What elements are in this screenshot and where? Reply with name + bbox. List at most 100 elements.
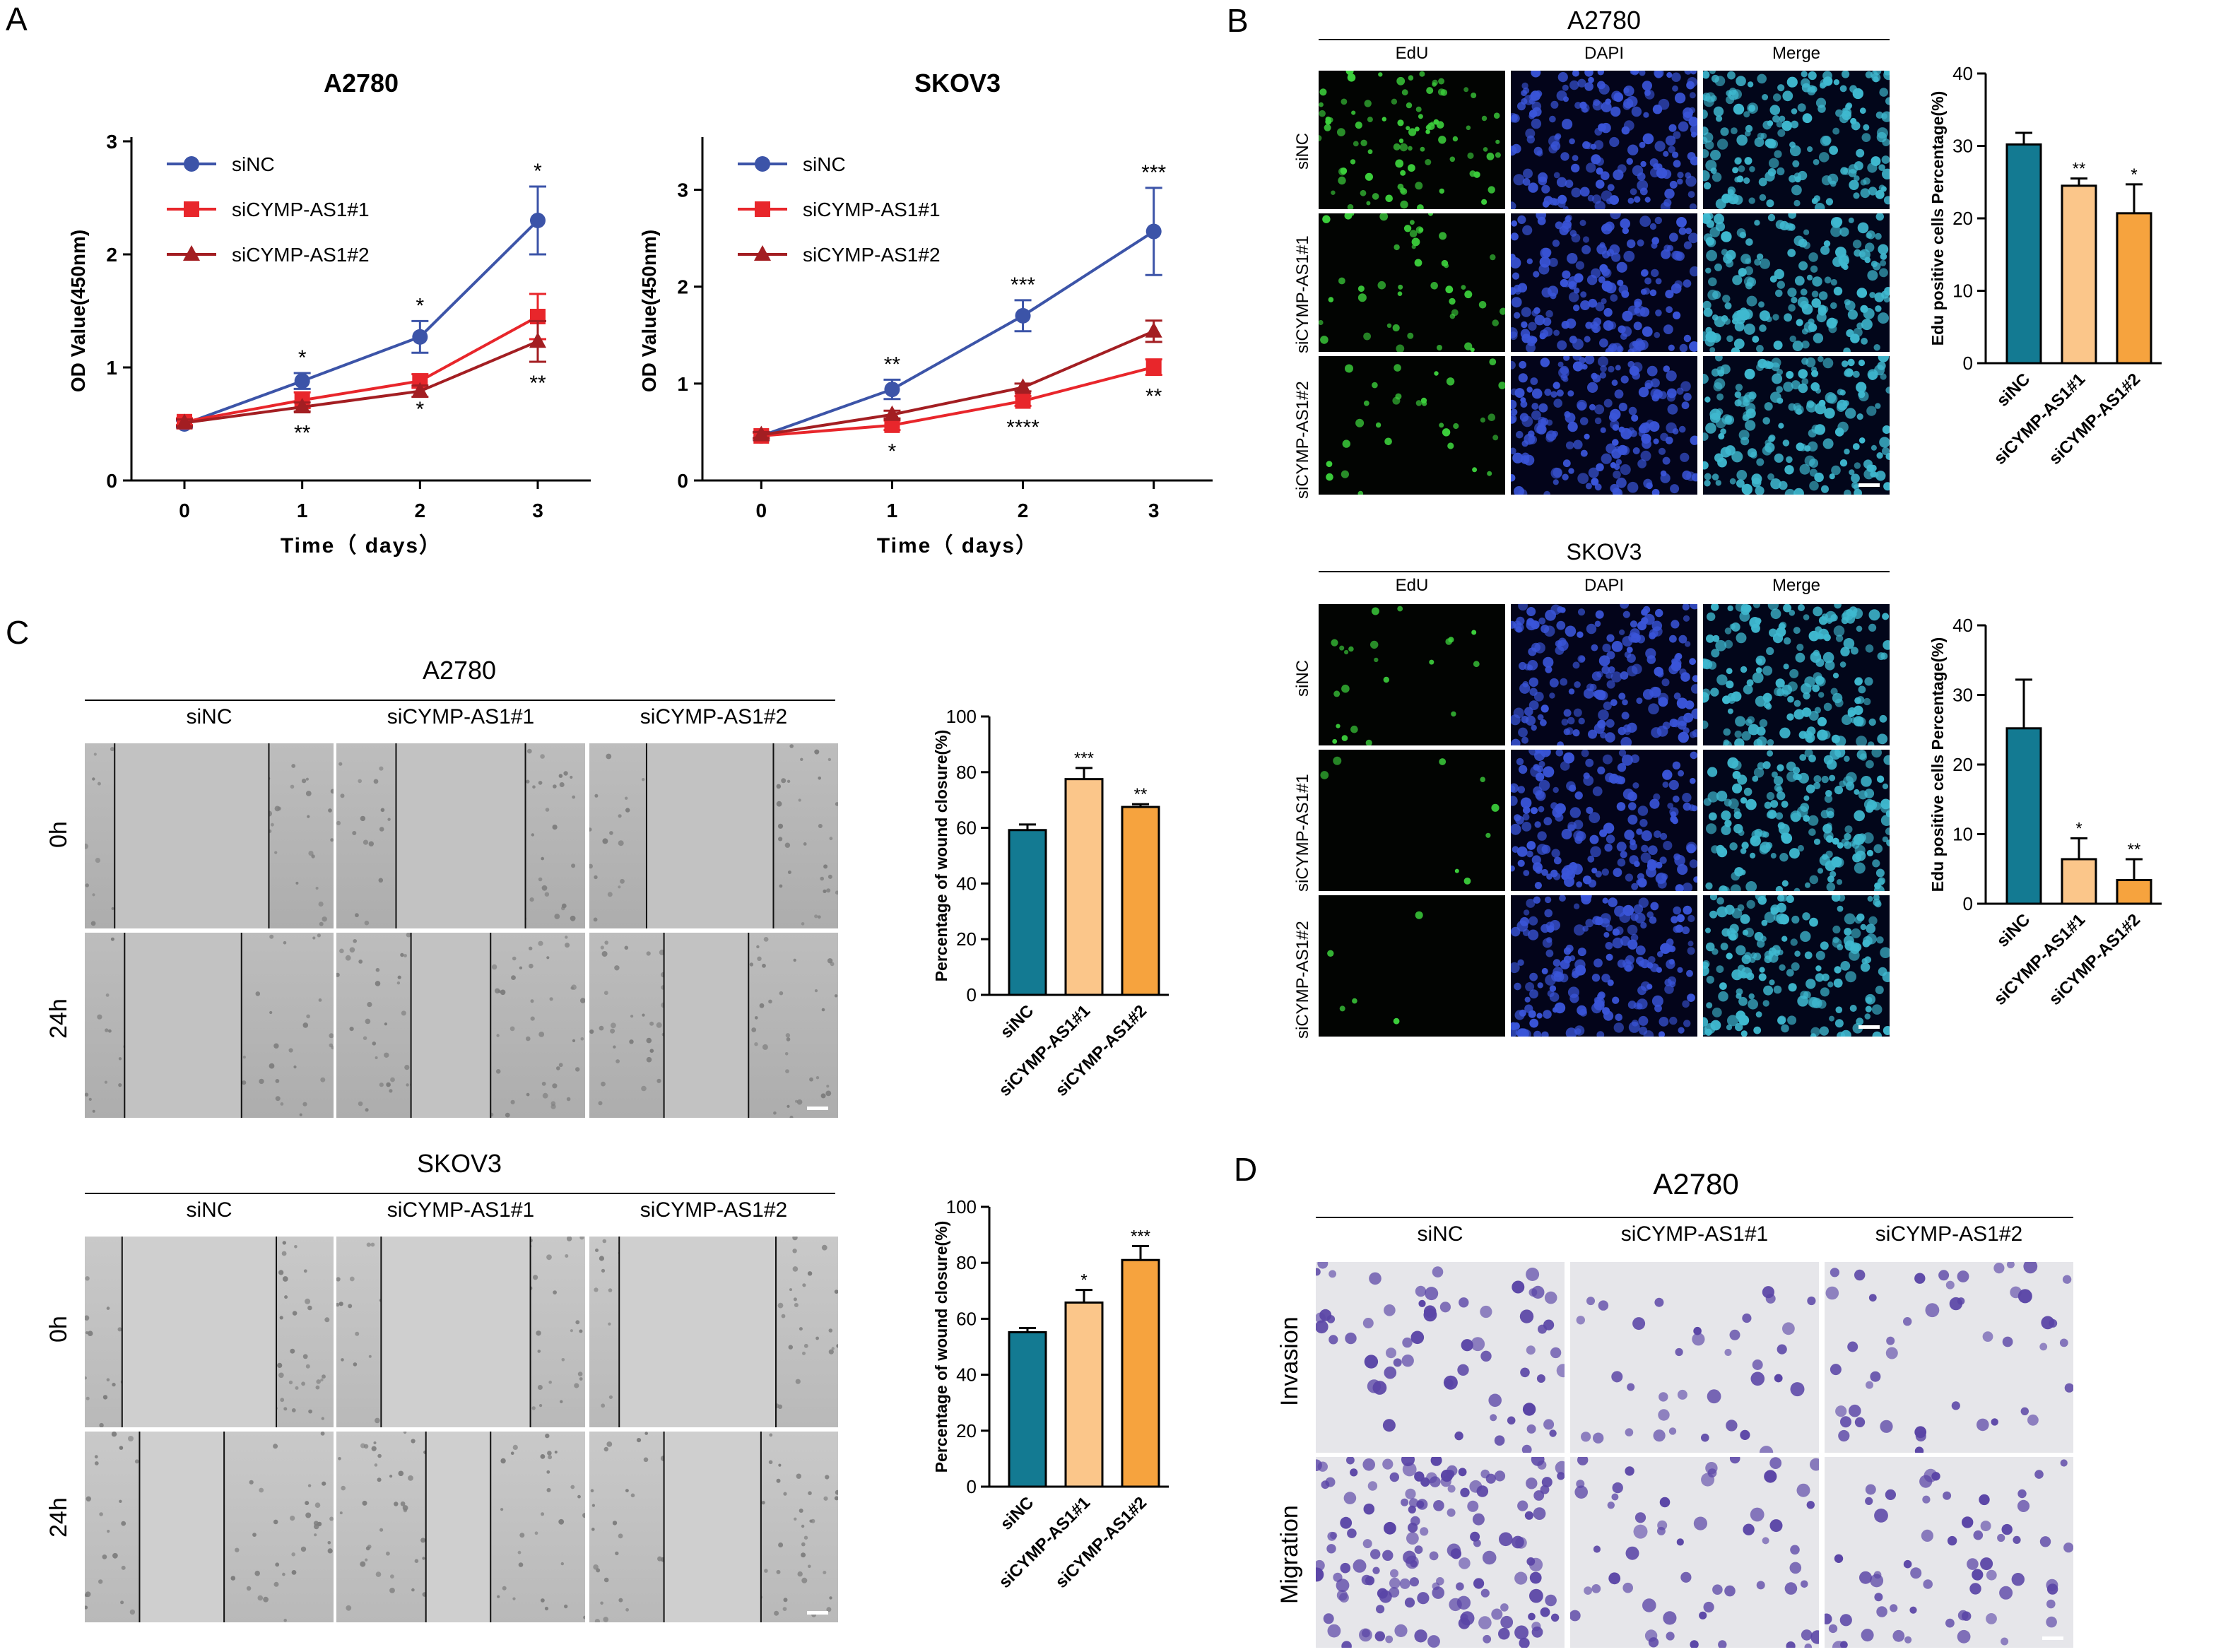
cell-dot: [1881, 290, 1890, 299]
cell-dot: [1327, 1624, 1341, 1638]
cell-dot: [1414, 1545, 1423, 1554]
x-tick-label: 0: [179, 500, 190, 521]
cell-dot: [1333, 690, 1341, 697]
cell-dot: [1683, 905, 1692, 915]
cell-dot: [1402, 1462, 1417, 1477]
cell-dot: [534, 1531, 538, 1535]
bar: [1064, 1301, 1104, 1488]
x-axis-label: Time（ days）: [877, 533, 1038, 557]
cell-dot: [1521, 452, 1530, 461]
cell-dot: [774, 1610, 779, 1616]
cell-dot: [311, 854, 315, 859]
cell-dot: [1762, 94, 1769, 100]
cell-dot: [1514, 1571, 1528, 1585]
cell-dot: [1738, 165, 1745, 172]
cell-dot: [1957, 1629, 1971, 1644]
cell-dot: [608, 1288, 613, 1292]
cell-dot: [1529, 1588, 1543, 1603]
cell-dot: [1820, 987, 1830, 997]
cell-dot: [1784, 313, 1792, 322]
cell-dot: [1613, 470, 1621, 479]
cell-dot: [1627, 1383, 1635, 1391]
cell-dot: [1618, 750, 1627, 757]
cell-dot: [320, 1432, 325, 1436]
cell-dot: [1869, 292, 1876, 298]
cell-dot: [1418, 227, 1424, 232]
cell-dot: [1829, 1015, 1834, 1022]
cell-dot: [1439, 1302, 1451, 1313]
cell-dot: [97, 781, 101, 786]
cell-dot: [1393, 1358, 1402, 1367]
cell-dot: [1617, 858, 1626, 867]
cell-dot: [1631, 106, 1642, 117]
cell-dot: [129, 1609, 136, 1615]
cell-dot: [2023, 1262, 2038, 1274]
cell-dot: [1533, 896, 1541, 904]
edu-image: [1319, 356, 1505, 495]
cell-dot: [526, 748, 532, 754]
cell-dot: [1648, 703, 1659, 714]
cell-dot: [1671, 658, 1678, 665]
cell-dot: [1799, 464, 1810, 475]
cell-dot: [1586, 623, 1597, 635]
cell-dot: [1571, 187, 1581, 198]
cell-dot: [1345, 1332, 1357, 1345]
cell-dot: [1528, 916, 1538, 926]
cell-dot: [608, 1395, 613, 1399]
cell-dot: [1854, 249, 1861, 257]
cell-dot: [1725, 415, 1732, 423]
cell-dot: [1876, 131, 1887, 143]
cell-dot: [1903, 1317, 1912, 1326]
cell-dot: [1452, 136, 1459, 142]
cell-dot: [1809, 480, 1819, 491]
cell-dot: [1572, 155, 1579, 161]
cell-dot: [1466, 125, 1471, 131]
cell-dot: [295, 881, 299, 885]
cell-dot: [1408, 1522, 1418, 1533]
cell-dot: [1319, 1309, 1332, 1321]
cell-dot: [829, 1596, 832, 1600]
cell-dot: [809, 1077, 813, 1082]
cell-dot: [1531, 309, 1538, 317]
cell-dot: [1788, 403, 1796, 411]
cell-dot: [1843, 347, 1851, 352]
cell-dot: [1544, 896, 1552, 904]
cell-dot: [1640, 852, 1651, 863]
significance-stars: **: [294, 421, 311, 444]
cell-dot: [1731, 908, 1743, 919]
cell-dot: [1720, 447, 1731, 458]
cell-dot: [1802, 912, 1810, 921]
cell-dot: [542, 1092, 548, 1099]
cell-dot: [1793, 627, 1801, 635]
cell-dot: [1729, 478, 1736, 485]
cell-dot: [396, 981, 401, 985]
cell-dot: [500, 989, 506, 996]
cell-dot: [1832, 692, 1843, 704]
cell-dot: [1511, 447, 1516, 455]
cell-dot: [1757, 73, 1767, 84]
cell-dot: [1595, 302, 1605, 312]
cell-dot: [1603, 1010, 1614, 1021]
cell-dot: [1703, 109, 1708, 119]
cell-dot: [821, 1008, 825, 1012]
cell-dot: [1348, 646, 1354, 652]
cell-dot: [86, 1396, 90, 1400]
cell-dot: [322, 916, 327, 922]
cell-dot: [1703, 720, 1709, 729]
cell-dot: [1598, 276, 1606, 283]
cell-dot: [1500, 307, 1505, 315]
wound-image: [589, 933, 838, 1118]
cell-dot: [1914, 1273, 1926, 1284]
cell-dot: [1719, 982, 1727, 990]
y-tick-label: 100: [946, 1196, 977, 1217]
cell-dot: [1904, 1636, 1912, 1644]
cell-dot: [85, 1591, 91, 1598]
cell-dot: [827, 874, 832, 879]
cell-dot: [1800, 803, 1810, 812]
c-skov3-rule: [85, 1193, 835, 1194]
transwell-image: [1825, 1457, 2073, 1648]
cell-dot: [533, 1275, 538, 1280]
wound-image-texture: [85, 743, 334, 928]
cell-dot: [1581, 1432, 1591, 1442]
cell-dot: [1642, 133, 1654, 145]
